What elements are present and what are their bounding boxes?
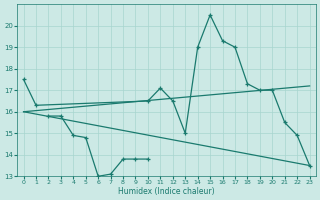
X-axis label: Humidex (Indice chaleur): Humidex (Indice chaleur) — [118, 187, 215, 196]
